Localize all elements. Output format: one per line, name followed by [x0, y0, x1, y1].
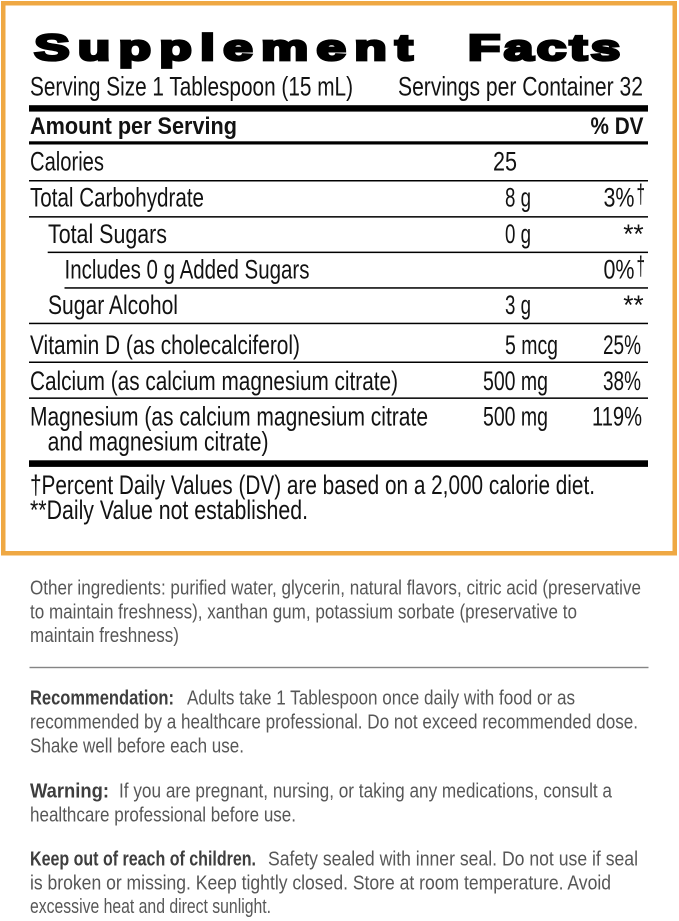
svg-text:Total Sugars: Total Sugars [48, 219, 167, 249]
svg-text:Keep out of reach of children.: Keep out of reach of children. [30, 849, 256, 871]
svg-text:500 mg: 500 mg [483, 402, 548, 432]
svg-text:500 mg: 500 mg [483, 366, 548, 396]
svg-text:Calories: Calories [30, 147, 104, 177]
svg-text:38%: 38% [603, 366, 641, 396]
svg-text:Adults take 1 Tablespoon once: Adults take 1 Tablespoon once daily with… [187, 688, 575, 710]
svg-text:% DV: % DV [591, 113, 644, 140]
svg-text:Warning:: Warning: [30, 781, 109, 803]
svg-text:is broken or missing. Keep tig: is broken or missing. Keep tightly close… [30, 872, 611, 894]
svg-text:**Daily Value not established.: **Daily Value not established. [30, 495, 308, 525]
svg-text:excessive heat and direct sunl: excessive heat and direct sunlight. [30, 896, 271, 918]
svg-text:5 mcg: 5 mcg [505, 330, 558, 360]
svg-text:Total Carbohydrate: Total Carbohydrate [30, 183, 204, 213]
svg-text:and magnesium citrate): and magnesium citrate) [48, 427, 269, 457]
svg-text:Shake well before each use.: Shake well before each use. [30, 736, 244, 758]
svg-text:119%: 119% [592, 402, 642, 432]
svg-text:Serving Size 1 Tablespoon (15: Serving Size 1 Tablespoon (15 mL) [30, 72, 353, 102]
svg-text:Recommendation:: Recommendation: [30, 688, 174, 710]
svg-text:Vitamin D (as cholecalciferol): Vitamin D (as cholecalciferol) [30, 330, 300, 360]
svg-text:Facts: Facts [468, 27, 624, 68]
svg-text:Sugar Alcohol: Sugar Alcohol [48, 290, 178, 320]
svg-text:3%: 3% [604, 183, 635, 213]
svg-text:0 g: 0 g [505, 219, 531, 249]
svg-text:Calcium (as calcium magnesium: Calcium (as calcium magnesium citrate) [30, 366, 398, 396]
svg-text:to maintain freshness), xantha: to maintain freshness), xanthan gum, pot… [30, 601, 577, 623]
svg-text:Includes 0 g Added Sugars: Includes 0 g Added Sugars [65, 254, 310, 284]
svg-text:Other ingredients: purified wa: Other ingredients: purified water, glyce… [30, 578, 641, 600]
svg-text:8 g: 8 g [505, 183, 531, 213]
svg-text:Amount per Serving: Amount per Serving [30, 113, 237, 140]
svg-text:†Percent Daily Values (DV) are: †Percent Daily Values (DV) are based on … [30, 470, 595, 500]
svg-text:If you are pregnant, nursing,: If you are pregnant, nursing, or taking … [119, 781, 613, 803]
svg-text:healthcare professional before: healthcare professional before use. [30, 804, 296, 826]
svg-text:**: ** [623, 219, 644, 249]
svg-text:**: ** [623, 290, 644, 320]
svg-text:Supplement: Supplement [34, 27, 421, 68]
svg-text:maintain freshness): maintain freshness) [30, 625, 179, 647]
svg-text:Servings per Container 32: Servings per Container 32 [398, 72, 643, 102]
svg-text:†: † [637, 179, 646, 209]
svg-text:Magnesium (as calcium magnesiu: Magnesium (as calcium magnesium citrate [30, 402, 428, 432]
svg-text:†: † [637, 251, 646, 281]
svg-text:0%: 0% [604, 254, 635, 284]
svg-text:recommended by a healthcare pr: recommended by a healthcare professional… [30, 711, 638, 733]
svg-text:25: 25 [493, 147, 517, 177]
svg-text:3 g: 3 g [505, 290, 531, 320]
svg-text:25%: 25% [603, 330, 641, 360]
svg-text:Safety sealed with inner seal.: Safety sealed with inner seal. Do not us… [268, 849, 638, 871]
